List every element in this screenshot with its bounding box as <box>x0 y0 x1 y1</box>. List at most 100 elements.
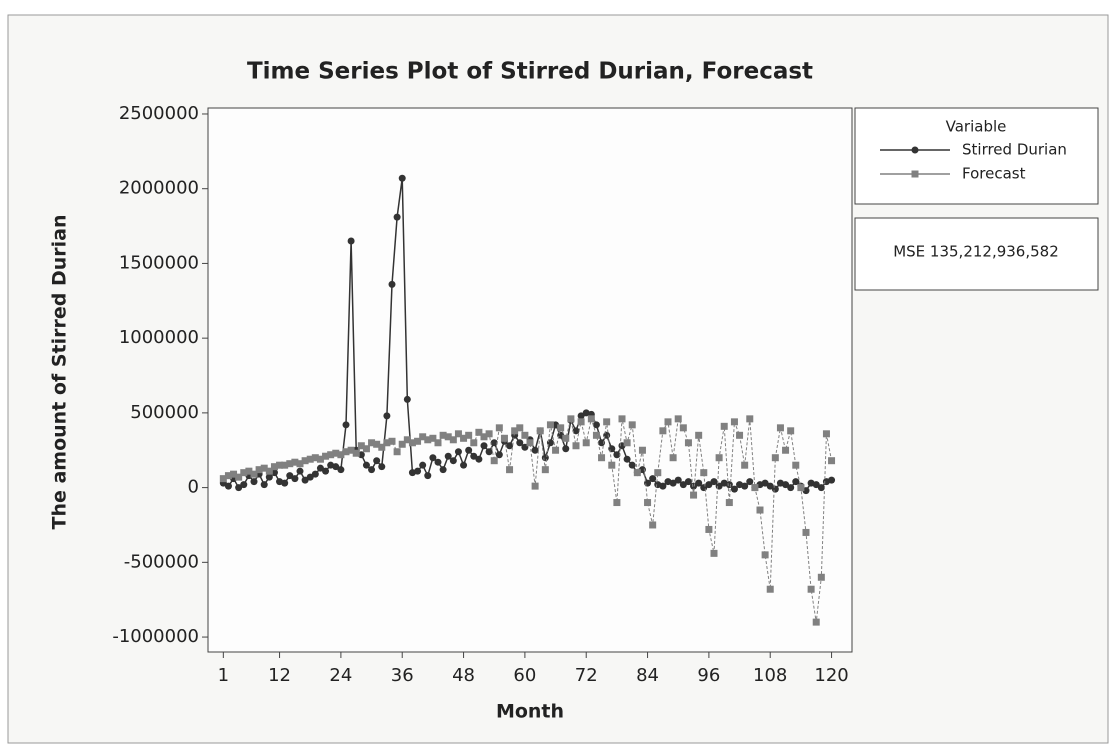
data-point <box>414 468 421 475</box>
plot-area <box>208 108 852 652</box>
data-point <box>496 451 503 458</box>
data-point <box>818 574 825 581</box>
data-point <box>557 424 564 431</box>
data-point <box>685 439 692 446</box>
y-tick-label: -1000000 <box>112 626 199 647</box>
data-point <box>823 430 830 437</box>
data-point <box>665 418 672 425</box>
data-point <box>378 463 385 470</box>
data-point <box>644 499 651 506</box>
data-point <box>389 281 396 288</box>
data-point <box>348 238 355 245</box>
data-point <box>619 415 626 422</box>
data-point <box>593 432 600 439</box>
data-point <box>373 457 380 464</box>
data-point <box>787 427 794 434</box>
data-point <box>547 421 554 428</box>
data-point <box>772 486 779 493</box>
data-point <box>613 499 620 506</box>
data-point <box>552 447 559 454</box>
data-point <box>797 484 804 491</box>
data-point <box>521 432 528 439</box>
y-tick-label: 500000 <box>130 402 199 423</box>
data-point <box>675 415 682 422</box>
data-point <box>450 436 457 443</box>
annotation: MSE 135,212,936,582 <box>893 243 1059 261</box>
data-point <box>435 439 442 446</box>
data-point <box>312 471 319 478</box>
data-point <box>450 457 457 464</box>
data-point <box>455 448 462 455</box>
data-point <box>772 454 779 461</box>
data-point <box>281 480 288 487</box>
x-tick-label: 12 <box>268 665 291 686</box>
data-point <box>700 469 707 476</box>
data-point <box>291 475 298 482</box>
data-point <box>419 462 426 469</box>
data-point <box>782 447 789 454</box>
y-tick-label: 1000000 <box>119 327 199 348</box>
data-point <box>542 466 549 473</box>
data-point <box>741 462 748 469</box>
data-point <box>588 415 595 422</box>
data-point <box>634 469 641 476</box>
data-point <box>537 427 544 434</box>
data-point <box>491 457 498 464</box>
data-point <box>746 478 753 485</box>
y-tick-label: 2500000 <box>119 103 199 124</box>
data-point <box>736 432 743 439</box>
data-point <box>803 529 810 536</box>
data-point <box>828 457 835 464</box>
data-point <box>470 439 477 446</box>
data-point <box>639 447 646 454</box>
x-axis-label: Month <box>496 701 564 723</box>
data-point <box>578 418 585 425</box>
data-point <box>399 175 406 182</box>
data-point <box>649 475 656 482</box>
data-point <box>624 456 631 463</box>
data-point <box>501 435 508 442</box>
data-point <box>389 438 396 445</box>
data-point <box>567 415 574 422</box>
data-point <box>818 484 825 491</box>
data-point <box>460 462 467 469</box>
data-point <box>593 421 600 428</box>
data-point <box>532 483 539 490</box>
data-point <box>562 435 569 442</box>
data-point <box>649 521 656 528</box>
data-point <box>440 466 447 473</box>
data-point <box>583 439 590 446</box>
data-point <box>240 481 247 488</box>
data-point <box>465 447 472 454</box>
page: Time Series Plot of Stirred Durian, Fore… <box>0 0 1112 750</box>
data-point <box>624 439 631 446</box>
data-point <box>603 418 610 425</box>
data-point <box>527 439 534 446</box>
x-tick-label: 84 <box>636 665 659 686</box>
data-point <box>368 466 375 473</box>
data-point <box>516 424 523 431</box>
data-point <box>475 456 482 463</box>
data-point <box>721 423 728 430</box>
x-tick-label: 24 <box>329 665 352 686</box>
data-point <box>608 462 615 469</box>
data-point <box>353 450 360 457</box>
legend-label: Stirred Durian <box>962 141 1067 159</box>
data-point <box>506 466 513 473</box>
data-point <box>532 447 539 454</box>
y-tick-label: 0 <box>188 477 199 498</box>
y-axis-label: The amount of Stirred Durian <box>49 215 71 530</box>
data-point <box>711 550 718 557</box>
data-point <box>343 421 350 428</box>
x-tick-label: 96 <box>697 665 720 686</box>
x-tick-label: 48 <box>452 665 475 686</box>
data-point <box>813 619 820 626</box>
data-point <box>757 507 764 514</box>
data-point <box>261 481 268 488</box>
data-point <box>363 445 370 452</box>
y-tick-label: -500000 <box>124 551 199 572</box>
legend-title: Variable <box>946 118 1007 136</box>
x-tick-label: 108 <box>753 665 787 686</box>
data-point <box>828 477 835 484</box>
data-point <box>496 424 503 431</box>
